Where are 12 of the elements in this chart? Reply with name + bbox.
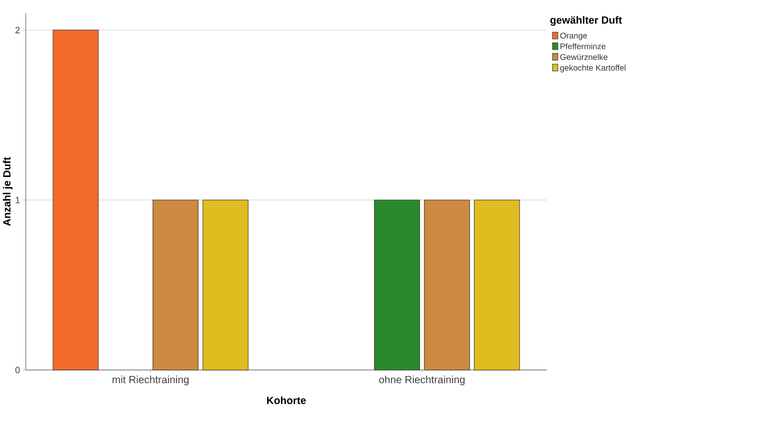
legend-label: Orange: [560, 32, 587, 40]
legend-label: Gewürznelke: [560, 54, 608, 60]
legend-title: gewählter Duft: [550, 16, 622, 26]
y-tick-label: 0: [15, 366, 20, 374]
y-tick-label: 2: [16, 26, 20, 34]
legend-label: gekochte Kartoffel: [560, 64, 626, 72]
x-axis-title: Kohorte: [267, 396, 306, 404]
legend-label: Pfefferminze: [560, 43, 606, 50]
x-tick-label: mit Riechtraining: [112, 376, 189, 386]
y-tick-label: 1: [16, 196, 20, 204]
y-axis-title: Anzahl je Duft: [2, 156, 13, 226]
x-tick-label: ohne Riechtraining: [379, 376, 465, 386]
